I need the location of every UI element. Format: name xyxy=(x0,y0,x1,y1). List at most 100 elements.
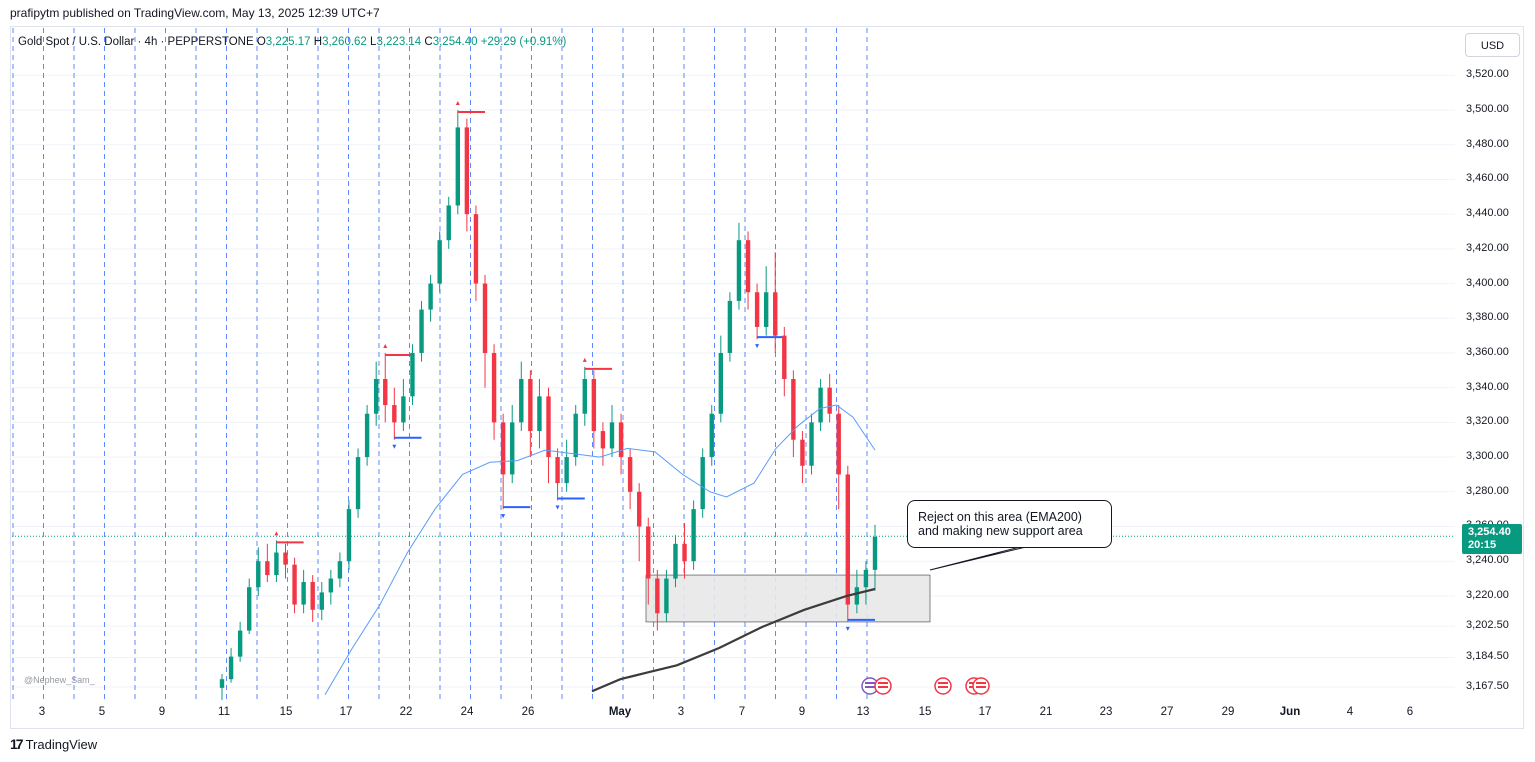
price-tick-label: 3,500.00 xyxy=(1466,103,1509,116)
bull-candle xyxy=(809,422,814,466)
time-tick-label: May xyxy=(608,706,632,718)
bear-candle xyxy=(827,387,832,414)
ema200-line xyxy=(591,587,876,693)
currency-button[interactable]: USD xyxy=(1465,33,1520,57)
price-tick-label: 3,220.00 xyxy=(1466,588,1509,601)
brand-name: TradingView xyxy=(25,736,98,752)
economic-event-flag-stripe xyxy=(976,682,986,684)
pivot-high-marker xyxy=(582,357,587,362)
time-tick-label: 11 xyxy=(218,706,230,718)
bear-candle xyxy=(682,543,687,562)
bull-candle xyxy=(401,396,406,423)
bull-candle xyxy=(319,592,324,610)
bear-candle xyxy=(836,413,841,475)
bull-candle xyxy=(455,127,461,206)
bull-candle xyxy=(700,457,705,510)
bear-candle xyxy=(392,405,397,423)
economic-event-flag-stripe xyxy=(938,682,948,684)
bull-candle xyxy=(763,292,769,327)
time-tick-label: 29 xyxy=(1221,706,1235,718)
pivot-low-marker xyxy=(845,626,850,631)
price-tick-label: 3,480.00 xyxy=(1466,137,1509,150)
pivot-high-marker xyxy=(383,343,388,348)
bull-candle xyxy=(872,536,878,570)
bull-candle xyxy=(582,379,587,414)
bear-candle xyxy=(845,474,850,605)
low-label: L xyxy=(370,36,377,48)
low-value: 3,223.14 xyxy=(376,36,422,48)
publish-info: prafipytm published on TradingView.com, … xyxy=(10,6,380,20)
annotation-callout[interactable]: Reject on this area (EMA200) and making … xyxy=(907,500,1112,548)
bull-candle xyxy=(691,509,696,562)
bull-candle xyxy=(419,309,424,353)
price-tick-label: 3,440.00 xyxy=(1466,207,1509,220)
price-tick-label: 3,320.00 xyxy=(1466,415,1509,428)
bull-candle xyxy=(274,552,279,576)
bear-candle xyxy=(500,422,506,475)
bull-candle xyxy=(818,387,823,423)
bear-candle xyxy=(618,422,624,458)
time-tick-label: 3 xyxy=(677,706,685,718)
price-tick-label: 3,340.00 xyxy=(1466,380,1509,393)
pivot-low-marker xyxy=(555,505,560,510)
time-tick-label: 6 xyxy=(1406,706,1414,718)
time-tick-label: 15 xyxy=(918,706,932,718)
time-tick-label: 15 xyxy=(279,706,293,718)
open-value: 3,225.17 xyxy=(265,36,311,48)
bull-candle xyxy=(364,413,370,458)
symbol-name[interactable]: Gold Spot / U.S. Dollar · 4h · PEPPERSTO… xyxy=(18,36,254,48)
bear-candle xyxy=(310,582,315,610)
bear-candle xyxy=(546,396,551,458)
bull-candle xyxy=(736,240,742,301)
time-tick-label: 26 xyxy=(521,706,535,718)
economic-event-flag-stripe xyxy=(865,686,875,688)
bull-candle xyxy=(247,587,252,631)
bull-candle xyxy=(573,413,578,458)
price-tick-label: 3,400.00 xyxy=(1466,276,1509,289)
pivot-low-marker xyxy=(755,344,760,349)
bull-candle xyxy=(256,561,261,588)
bear-candle xyxy=(745,240,751,293)
bull-candle xyxy=(337,561,343,579)
bear-candle xyxy=(636,491,642,527)
bear-candle xyxy=(646,526,651,579)
footer-brand[interactable]: 17 TradingView xyxy=(10,736,97,752)
tradingview-logo-icon: 17 xyxy=(10,736,24,752)
price-tick-label: 3,240.00 xyxy=(1466,554,1509,567)
bull-candle xyxy=(219,679,225,688)
pivot-low-marker xyxy=(392,444,397,449)
time-tick-label: 9 xyxy=(158,706,166,718)
price-tick-label: 3,184.50 xyxy=(1466,650,1509,663)
time-tick-label: 5 xyxy=(98,706,106,718)
bear-candle xyxy=(265,561,270,576)
bear-candle xyxy=(782,335,787,379)
bear-candle xyxy=(528,379,533,432)
time-tick-label: 9 xyxy=(798,706,806,718)
bear-candle xyxy=(473,214,479,284)
bear-candle xyxy=(627,457,633,492)
bear-candle xyxy=(292,564,297,605)
last-price-value: 3,254.40 xyxy=(1468,526,1511,538)
pivot-high-marker xyxy=(455,101,460,106)
bull-candle xyxy=(328,578,334,593)
bull-candle xyxy=(709,413,714,458)
bear-candle xyxy=(791,379,796,440)
bull-candle xyxy=(355,457,361,510)
chart-frame xyxy=(10,26,1524,729)
time-tick-label: 21 xyxy=(1039,706,1053,718)
bull-candle xyxy=(228,656,234,680)
time-tick-label: Jun xyxy=(1279,706,1301,718)
time-tick-label: 4 xyxy=(1346,706,1354,718)
economic-event-flag-stripe xyxy=(938,686,948,688)
symbol-legend: Gold Spot / U.S. Dollar · 4h · PEPPERSTO… xyxy=(18,36,566,48)
bull-candle xyxy=(373,379,379,414)
bear-candle xyxy=(383,379,388,406)
bull-candle xyxy=(519,379,524,423)
price-tick-label: 3,280.00 xyxy=(1466,484,1509,497)
time-tick-label: 3 xyxy=(38,706,46,718)
time-tick-label: 17 xyxy=(978,706,992,718)
price-tick-label: 3,380.00 xyxy=(1466,311,1509,324)
price-tick-label: 3,360.00 xyxy=(1466,345,1509,358)
bull-candle xyxy=(718,352,724,414)
